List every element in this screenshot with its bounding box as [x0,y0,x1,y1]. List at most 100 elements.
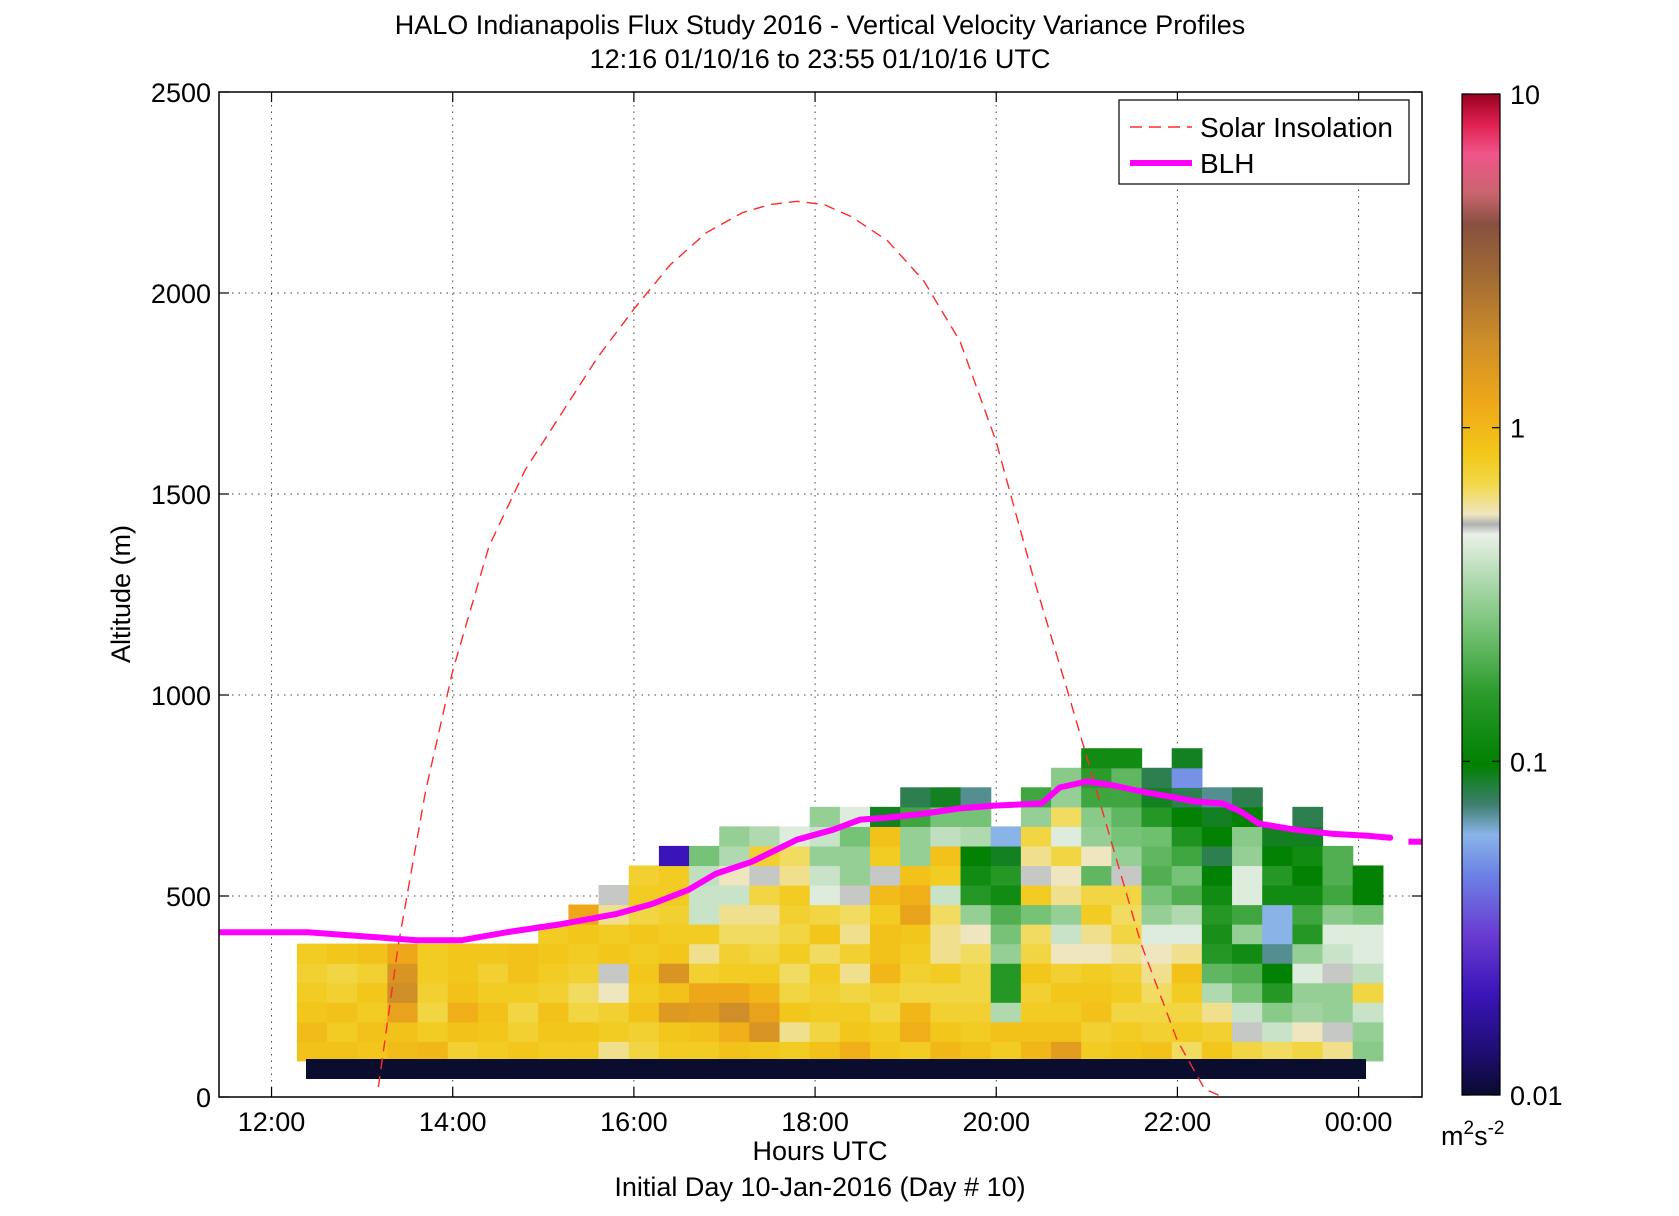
heatmap-cell-30-6 [1201,924,1233,945]
heatmap-cell-26-8 [1081,884,1112,906]
chart-title-line1: HALO Indianapolis Flux Study 2016 - Vert… [395,10,1245,40]
heatmap-cell-28-11 [1141,826,1173,847]
heatmap-cell-15-7 [749,904,781,925]
heatmap-cell-23-4 [990,963,1022,984]
x-axis-sublabel: Initial Day 10-Jan-2016 (Day # 10) [614,1172,1025,1202]
heatmap-cell-30-7 [1201,904,1233,925]
colorbar-tick-label-3: 0.01 [1510,1081,1563,1111]
heatmap-cell-35-7 [1352,904,1384,925]
colorbar-units-sup2: -2 [1488,1118,1505,1139]
heatmap-cell-19-10 [870,845,901,867]
heatmap-cell-24-4 [1020,963,1052,984]
heatmap-cell-5-5 [447,943,479,964]
heatmap-cell-21-5 [930,943,962,964]
heatmap-cell-22-11 [960,826,992,847]
heatmap-cell-15-11 [749,826,781,847]
heatmap-cell-0-4 [296,963,328,984]
heatmap-cell-19-0 [870,1041,901,1062]
heatmap-cell-28-6 [1141,924,1173,945]
heatmap-cell-26-2 [1081,1002,1112,1023]
heatmap-cell-13-0 [689,1041,720,1062]
heatmap-cell-5-0 [447,1041,479,1062]
heatmap-cell-22-9 [960,865,992,886]
heatmap-cell-22-12 [960,806,992,827]
heatmap-cell-28-14 [1141,767,1173,788]
heatmap-cell-10-4 [598,963,630,984]
heatmap-cell-31-13 [1232,787,1263,808]
legend-solar-label: Solar Insolation [1200,112,1393,143]
heatmap-cell-22-8 [960,884,992,906]
heatmap-cell-25-1 [1051,1021,1082,1042]
heatmap-cell-30-1 [1201,1021,1233,1042]
heatmap-cell-8-0 [538,1041,569,1062]
heatmap-cell-13-4 [689,963,720,984]
heatmap-cell-7-3 [508,982,539,1003]
heatmap-cell-22-0 [960,1041,992,1062]
heatmap-cell-10-5 [598,943,630,964]
heatmap-cell-16-0 [779,1041,811,1062]
heatmap-cell-15-9 [749,865,781,886]
heatmap-cell-19-7 [870,904,901,925]
heatmap-cell-18-9 [839,865,871,886]
heatmap-cell-6-3 [477,982,509,1003]
heatmap-cell-23-11 [990,826,1022,847]
colorbar: 10 1 0.1 0.01 m2s-2 [1441,80,1563,1151]
heatmap-cell-18-0 [839,1041,871,1062]
heatmap-cell-35-8 [1352,884,1384,906]
heatmap-cell-0-5 [296,943,328,964]
heatmap-cell-35-3 [1352,982,1384,1003]
heatmap-cell-33-12 [1292,806,1324,827]
heatmap-cell-19-4 [870,963,901,984]
heatmap-cell-28-8 [1141,884,1173,906]
heatmap-cell-15-4 [749,963,781,984]
heatmap-cell-29-14 [1171,767,1203,788]
heatmap-cell-34-2 [1322,1002,1354,1023]
heatmap-cell-26-15 [1081,748,1112,769]
heatmap-cell-3-5 [387,943,419,964]
x-tick-label-6: 00:00 [1325,1107,1393,1137]
heatmap-cell-13-7 [689,904,720,925]
heatmap-cell-4-1 [417,1021,449,1042]
heatmap-cell-0-3 [296,982,328,1003]
heatmap-cell-31-0 [1232,1041,1263,1062]
heatmap-cell-30-12 [1201,806,1233,827]
heatmap-cell-17-12 [809,806,841,827]
heatmap-cell-31-3 [1232,982,1263,1003]
heatmap-cell-33-10 [1292,845,1324,867]
heatmap-cell-31-1 [1232,1021,1263,1042]
heatmap-cell-34-10 [1322,845,1354,867]
heatmap-cell-12-6 [658,924,690,945]
heatmap-cell-15-1 [749,1021,781,1042]
heatmap-cell-19-11 [870,826,901,847]
heatmap-cell-29-2 [1171,1002,1203,1023]
heatmap-cell-21-10 [930,845,962,867]
heatmap-cell-21-7 [930,904,962,925]
heatmap-cell-17-6 [809,924,841,945]
heatmap-cell-33-2 [1292,1002,1324,1023]
heatmap-cell-22-2 [960,1002,992,1023]
heatmap-cell-20-6 [900,924,931,945]
heatmap-cell-15-3 [749,982,781,1003]
heatmap-cell-19-9 [870,865,901,886]
heatmap-cell-7-1 [508,1021,539,1042]
heatmap-cell-7-2 [508,1002,539,1023]
heatmap-cell-26-12 [1081,806,1112,827]
heatmap-cell-21-8 [930,884,962,906]
heatmap-cell-32-1 [1262,1021,1293,1042]
heatmap-cell-30-0 [1201,1041,1233,1062]
heatmap-cell-17-8 [809,884,841,906]
heatmap-cell-14-7 [719,904,750,925]
heatmap-cell-18-11 [839,826,871,847]
heatmap-cell-23-5 [990,943,1022,964]
heatmap-cell-5-1 [447,1021,479,1042]
heatmap-cell-23-2 [990,1002,1022,1023]
heatmap-cell-6-1 [477,1021,509,1042]
x-tick-label-5: 22:00 [1144,1107,1212,1137]
heatmap-cell-10-6 [598,924,630,945]
heatmap-cell-27-14 [1111,767,1143,788]
heatmap-cell-14-2 [719,1002,750,1023]
heatmap-cell-15-8 [749,884,781,906]
heatmap-cell-14-1 [719,1021,750,1042]
heatmap-cell-6-2 [477,1002,509,1023]
